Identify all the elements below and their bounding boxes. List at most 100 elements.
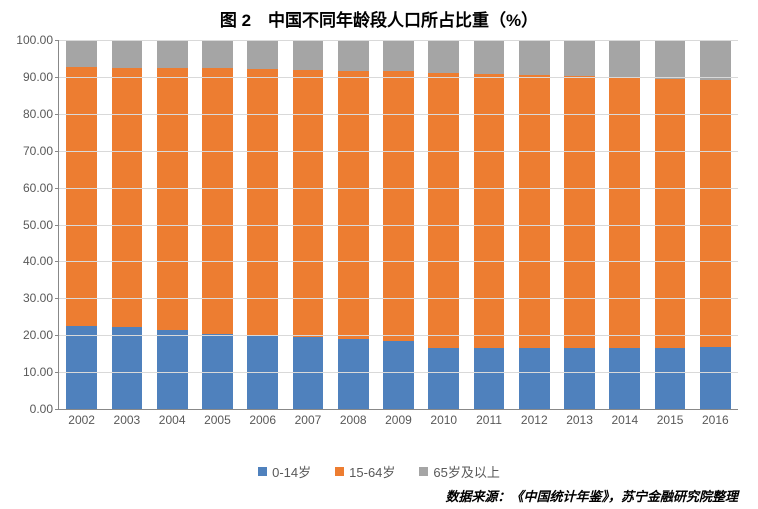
bar-segment-age65p <box>474 40 505 74</box>
bar-segment-age0_14 <box>338 339 369 409</box>
grid-line <box>59 40 738 41</box>
bar-segment-age65p <box>519 40 550 75</box>
legend: 0-14岁 15-64岁 65岁及以上 <box>0 462 758 481</box>
bar-segment-age15_64 <box>519 75 550 348</box>
x-axis-label: 2015 <box>657 413 684 427</box>
bar-segment-age65p <box>564 40 595 76</box>
x-axis-label: 2006 <box>249 413 276 427</box>
bar-segment-age15_64 <box>293 70 324 338</box>
bar-segment-age0_14 <box>655 348 686 409</box>
grid-line <box>59 114 738 115</box>
y-tick <box>55 261 59 262</box>
bar-segment-age65p <box>383 40 414 71</box>
bar-segment-age65p <box>247 40 278 69</box>
y-tick <box>55 225 59 226</box>
bar-segment-age65p <box>202 40 233 68</box>
bar-segment-age65p <box>338 40 369 71</box>
bar-segment-age0_14 <box>112 327 143 409</box>
x-axis-label: 2007 <box>295 413 322 427</box>
bar-segment-age0_14 <box>428 348 459 409</box>
bar-segment-age15_64 <box>700 80 731 348</box>
y-tick <box>55 151 59 152</box>
x-axis-label: 2013 <box>566 413 593 427</box>
y-axis-label: 80.00 <box>23 107 53 121</box>
bar-segment-age15_64 <box>564 76 595 349</box>
y-axis-label: 30.00 <box>23 291 53 305</box>
y-axis-label: 100.00 <box>16 33 53 47</box>
y-axis-label: 40.00 <box>23 254 53 268</box>
legend-swatch <box>335 467 344 476</box>
bar-segment-age0_14 <box>157 330 188 409</box>
legend-label: 0-14岁 <box>272 462 311 481</box>
chart-area: 2002 2003 2004 2005 2006 2007 2008 2009 2010 2011… <box>58 40 738 430</box>
chart-title: 图 2 中国不同年龄段人口所占比重（%） <box>0 0 758 31</box>
legend-item: 65岁及以上 <box>419 462 499 481</box>
bar-segment-age15_64 <box>609 77 640 348</box>
bar-segment-age0_14 <box>66 326 97 409</box>
bar-segment-age65p <box>428 40 459 73</box>
data-source: 数据来源：《中国统计年鉴》，苏宁金融研究院整理 <box>445 486 738 505</box>
x-axis-label: 2011 <box>476 413 502 427</box>
bar-segment-age0_14 <box>474 348 505 409</box>
x-axis-label: 2012 <box>521 413 548 427</box>
grid-line <box>59 225 738 226</box>
grid-line <box>59 188 738 189</box>
y-axis-label: 90.00 <box>23 70 53 84</box>
y-tick <box>55 298 59 299</box>
x-axis-label: 2014 <box>611 413 638 427</box>
legend-label: 65岁及以上 <box>433 462 499 481</box>
bar-segment-age0_14 <box>700 347 731 409</box>
bar-segment-age15_64 <box>383 71 414 340</box>
x-axis-label: 2002 <box>68 413 95 427</box>
legend-label: 15-64岁 <box>349 462 395 481</box>
bar-segment-age15_64 <box>112 68 143 328</box>
legend-swatch <box>419 467 428 476</box>
x-axis-label: 2010 <box>430 413 457 427</box>
bar-segment-age0_14 <box>383 341 414 409</box>
bar-segment-age65p <box>293 40 324 70</box>
grid-line <box>59 335 738 336</box>
y-tick <box>55 114 59 115</box>
bar-segment-age65p <box>112 40 143 68</box>
y-axis-label: 20.00 <box>23 328 53 342</box>
y-tick <box>55 409 59 410</box>
x-axis-label: 2004 <box>159 413 186 427</box>
bar-segment-age15_64 <box>655 79 686 348</box>
bar-segment-age0_14 <box>609 348 640 409</box>
bar-segment-age0_14 <box>293 337 324 409</box>
x-axis-label: 2009 <box>385 413 412 427</box>
y-tick <box>55 77 59 78</box>
plot: 2002200320042005200620072008200920102011… <box>58 40 738 410</box>
bar-segment-age65p <box>66 40 97 67</box>
y-tick <box>55 40 59 41</box>
legend-item: 0-14岁 <box>258 462 311 481</box>
bar-segment-age65p <box>655 40 686 79</box>
y-axis-label: 70.00 <box>23 144 53 158</box>
grid-line <box>59 151 738 152</box>
y-axis-label: 0.00 <box>30 402 53 416</box>
legend-swatch <box>258 467 267 476</box>
x-axis-label: 2005 <box>204 413 231 427</box>
x-axis-label: 2003 <box>114 413 141 427</box>
grid-line <box>59 77 738 78</box>
bar-segment-age0_14 <box>519 348 550 409</box>
y-axis-label: 10.00 <box>23 365 53 379</box>
bar-segment-age15_64 <box>247 69 278 336</box>
bar-segment-age15_64 <box>157 68 188 330</box>
y-axis-label: 60.00 <box>23 181 53 195</box>
bar-segment-age15_64 <box>66 67 97 326</box>
bar-segment-age0_14 <box>564 348 595 409</box>
legend-item: 15-64岁 <box>335 462 395 481</box>
y-tick <box>55 188 59 189</box>
bar-segment-age65p <box>609 40 640 77</box>
y-tick <box>55 372 59 373</box>
x-axis-label: 2016 <box>702 413 729 427</box>
bar-segment-age15_64 <box>202 68 233 334</box>
bar-segment-age65p <box>700 40 731 80</box>
bar-segment-age65p <box>157 40 188 68</box>
grid-line <box>59 261 738 262</box>
grid-line <box>59 298 738 299</box>
y-axis-label: 50.00 <box>23 218 53 232</box>
x-axis-label: 2008 <box>340 413 367 427</box>
y-tick <box>55 335 59 336</box>
